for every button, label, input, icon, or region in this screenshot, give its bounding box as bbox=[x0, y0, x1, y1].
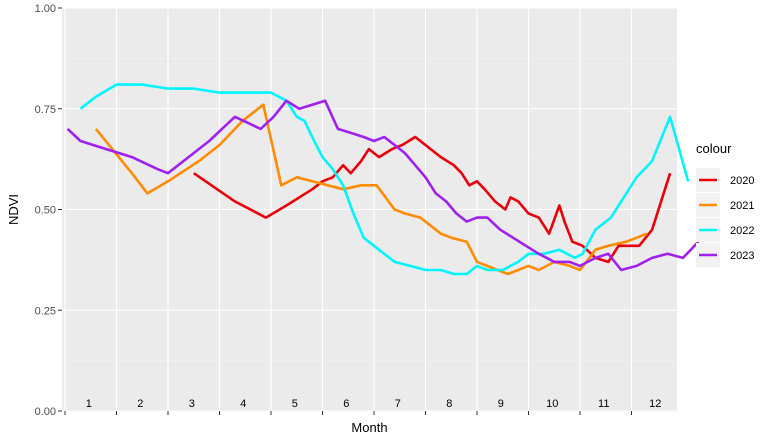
series-line-2022 bbox=[79, 83, 690, 276]
month-label: 2 bbox=[137, 398, 143, 410]
legend-label-2022: 2022 bbox=[730, 225, 754, 237]
plot-panel bbox=[62, 7, 677, 412]
y-tick-label: 0.75 bbox=[35, 104, 56, 116]
y-tick-label: 1.00 bbox=[35, 3, 56, 15]
month-label: 6 bbox=[343, 398, 349, 410]
month-label: 1 bbox=[86, 398, 92, 410]
legend-label-2023: 2023 bbox=[730, 250, 754, 262]
axes: 0.000.250.500.751.001 2 3 4 5 6 7 8 9 10 11 12 bbox=[35, 3, 662, 418]
legend-label-2020: 2020 bbox=[730, 175, 754, 187]
x-axis-title: Month bbox=[351, 420, 387, 435]
series-line-2020 bbox=[193, 135, 672, 264]
month-label: 5 bbox=[292, 398, 298, 410]
y-tick-label: 0.25 bbox=[35, 305, 56, 317]
month-label: 7 bbox=[395, 398, 401, 410]
y-axis-title: NDVI bbox=[6, 194, 21, 225]
series-lines bbox=[66, 83, 700, 276]
legend-label-2021: 2021 bbox=[730, 200, 754, 212]
month-label: 4 bbox=[240, 398, 246, 410]
series-line-2023 bbox=[66, 99, 700, 272]
month-label: 12 bbox=[649, 398, 661, 410]
month-label: 3 bbox=[189, 398, 195, 410]
month-label: 10 bbox=[546, 398, 558, 410]
legend: colour 2020 2021 2022 2023 bbox=[696, 141, 754, 267]
month-label: 11 bbox=[598, 398, 609, 410]
month-label: 9 bbox=[498, 398, 504, 410]
month-label: 8 bbox=[446, 398, 452, 410]
y-tick-label: 0.50 bbox=[35, 205, 56, 217]
legend-title: colour bbox=[696, 141, 732, 156]
y-tick-label: 0.00 bbox=[35, 406, 56, 418]
